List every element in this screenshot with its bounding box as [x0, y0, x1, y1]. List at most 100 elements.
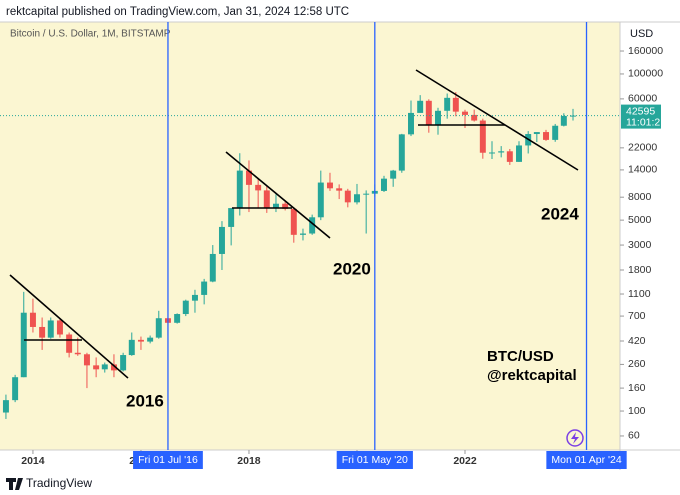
last-price-label: 42595	[626, 105, 655, 117]
y-tick-label: 100000	[628, 68, 663, 80]
candle-body	[543, 132, 549, 140]
candle-body	[255, 184, 262, 191]
icon	[571, 432, 579, 444]
candle-body	[209, 253, 216, 282]
y-tick-label: 160	[628, 382, 646, 394]
y-tick-label: 22000	[628, 142, 657, 154]
candle-body	[174, 314, 181, 323]
candle-body	[182, 300, 189, 315]
candle-body	[560, 115, 567, 126]
candle-body	[344, 190, 351, 203]
candle-body	[201, 281, 208, 295]
candle-body	[471, 114, 478, 121]
footer-bg	[0, 470, 680, 495]
candle-body	[137, 339, 144, 342]
candle-body	[29, 312, 36, 327]
candle-body	[462, 111, 468, 115]
candle-body	[272, 203, 279, 209]
countdown: 11:01:21	[626, 116, 666, 128]
y-tick-label: 160000	[628, 45, 663, 57]
candle-body	[489, 152, 495, 154]
marker-label-box	[546, 451, 627, 469]
icon	[566, 429, 584, 447]
candle-body	[66, 334, 73, 353]
footer: TradingView	[26, 476, 92, 490]
trendline	[9, 274, 129, 379]
candle-body	[218, 226, 225, 254]
candle-body	[398, 134, 405, 171]
annotation: 2024	[541, 204, 579, 223]
trendlines	[9, 69, 579, 379]
candle-body	[56, 320, 63, 335]
y-tick-label: 1100	[628, 288, 651, 300]
y-tick-label: 60000	[628, 93, 657, 105]
candle-body	[263, 190, 270, 209]
candle-body	[47, 320, 54, 338]
trendline	[225, 151, 331, 239]
plot	[0, 92, 620, 419]
candle-body	[336, 188, 343, 191]
y-tick-label: 260	[628, 358, 646, 370]
candle-body	[363, 193, 370, 195]
candle-body	[417, 100, 424, 113]
candle-body	[533, 132, 540, 135]
marker-label: Fri 01 May '20	[342, 454, 408, 466]
header: rektcapital published on TradingView.com…	[6, 6, 349, 18]
candle-body	[299, 233, 306, 235]
candle-body	[155, 318, 162, 338]
plot-background	[0, 22, 620, 450]
annotation: @rektcapital	[487, 367, 577, 384]
y-tick-label: 14000	[628, 164, 657, 176]
candle-body	[498, 151, 505, 153]
marker-label: Mon 01 Apr '24	[551, 454, 621, 466]
candle-body	[479, 120, 486, 153]
candle-body	[20, 312, 27, 378]
candle-body	[452, 97, 459, 112]
candle-body	[2, 400, 9, 413]
candle-body	[93, 365, 100, 370]
candle-body	[425, 100, 432, 126]
y-tick-label: 5000	[628, 214, 652, 226]
candle-body	[506, 151, 513, 162]
candle-body	[128, 339, 135, 356]
marker-label: Fri 01 Jul '16	[138, 454, 198, 466]
y-unit: USD	[630, 28, 653, 40]
candle-body	[290, 208, 297, 235]
candle-body	[444, 97, 451, 111]
candle-body	[147, 337, 154, 342]
candle-body	[354, 194, 360, 203]
candle-body	[245, 170, 252, 185]
y-tick-label: 3000	[628, 239, 652, 251]
candle-body	[282, 203, 289, 209]
candle-body	[236, 170, 243, 209]
candle-body	[74, 352, 81, 355]
candle-body	[110, 364, 117, 371]
logo	[6, 478, 23, 490]
candle-body	[120, 355, 127, 371]
candle-body	[39, 326, 46, 338]
annotation: BTC/USD	[487, 348, 554, 365]
marker-label-box	[133, 451, 203, 469]
candle-body	[228, 208, 235, 227]
candle-body	[12, 377, 19, 401]
x-tick-label: 2018	[237, 455, 261, 467]
y-tick-label: 8000	[628, 191, 652, 203]
y-tick-label: 700	[628, 310, 646, 322]
x-tick-label: 2022	[453, 455, 477, 467]
trendline	[415, 69, 579, 171]
candle-body	[390, 170, 397, 179]
y-tick-label: 60	[628, 430, 640, 442]
candle-body	[326, 182, 333, 189]
annotation: 2020	[333, 259, 371, 278]
x-tick-label: 2014	[21, 455, 45, 467]
y-tick-label: 420	[628, 335, 646, 347]
candle-body	[408, 112, 414, 135]
marker-label-box	[336, 451, 413, 469]
chart-title: Bitcoin / U.S. Dollar, 1M, BITSTAMP	[10, 29, 171, 40]
y-tick-label: 100	[628, 405, 646, 417]
last-price-box	[621, 104, 661, 129]
y-tick-label: 1800	[628, 264, 652, 276]
candle-body	[381, 178, 387, 191]
candle-body	[516, 145, 522, 162]
